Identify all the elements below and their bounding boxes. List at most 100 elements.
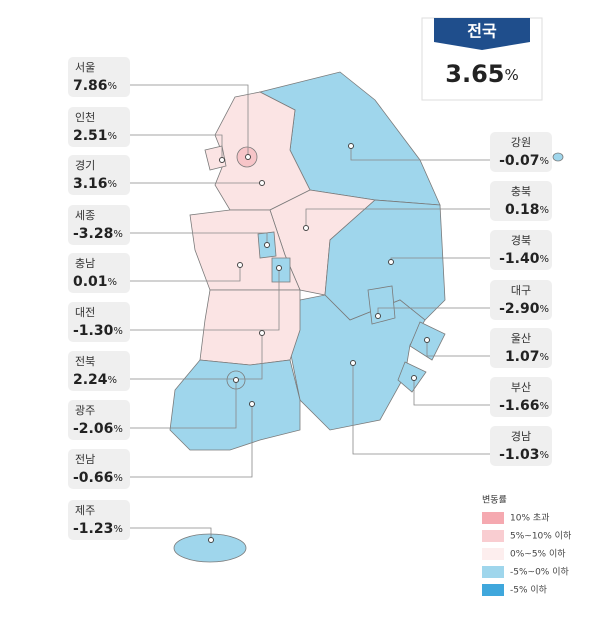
region-name: 충북 — [511, 185, 531, 198]
region-value: -1.66% — [499, 398, 549, 414]
legend-swatch — [482, 566, 504, 578]
region-label: 경북 -1.40% — [490, 230, 552, 270]
region-dot — [375, 313, 381, 319]
region-name: 대구 — [511, 284, 531, 297]
label-box — [68, 155, 130, 195]
label-box — [68, 400, 130, 440]
region-value: -1.03% — [499, 447, 549, 463]
region-number: -1.40 — [499, 251, 540, 267]
region-label: 강원 -0.07% — [490, 132, 552, 172]
region-dot — [411, 375, 417, 381]
region-unit: % — [113, 326, 123, 337]
region-label: 인천 2.51% — [68, 107, 130, 147]
region-dot — [348, 143, 354, 149]
region-ulleung — [552, 152, 564, 162]
region-unit: % — [113, 473, 123, 484]
region-value: -1.30% — [73, 323, 123, 339]
region-unit: % — [108, 179, 118, 190]
region-label: 광주 -2.06% — [68, 400, 130, 440]
leader-line — [426, 340, 490, 357]
national-header — [434, 18, 530, 50]
region-unit: % — [108, 375, 118, 386]
national-number: 3.65 — [445, 60, 504, 88]
region-gyeongnam — [289, 294, 426, 431]
leader-line — [413, 378, 490, 406]
label-box — [68, 57, 130, 97]
region-unit: % — [113, 424, 123, 435]
legend-label: 0%~5% 이하 — [510, 549, 566, 560]
region-dot — [259, 180, 265, 186]
label-box — [490, 230, 552, 270]
region-number: -3.28 — [73, 226, 113, 242]
legend-swatch — [482, 548, 504, 560]
region-dot — [276, 265, 282, 271]
label-box — [490, 280, 552, 320]
region-number: -0.66 — [73, 470, 113, 486]
region-name: 세종 — [75, 209, 95, 222]
label-box — [68, 302, 130, 342]
region-label: 세종 -3.28% — [68, 205, 130, 245]
region-labels: 서울 7.86% 인천 2.51% 경기 3.16% 세종 -3.28% 충남 0.01% 대전 -1… — [68, 57, 552, 540]
leader-line — [130, 84, 249, 157]
region-value: -1.40% — [499, 251, 549, 267]
region-label: 부산 -1.66% — [490, 377, 552, 417]
region-number: -2.06 — [73, 421, 113, 437]
region-number: -1.66 — [499, 398, 539, 414]
region-number: 2.51 — [73, 128, 108, 144]
region-unit: % — [539, 254, 549, 265]
legend-label: -5% 이하 — [510, 585, 548, 596]
region-dot — [233, 377, 239, 383]
region-number: 3.16 — [73, 176, 108, 192]
leader-line — [130, 404, 253, 478]
label-box — [68, 205, 130, 245]
region-label: 전북 2.24% — [68, 351, 130, 391]
region-name: 전남 — [75, 453, 95, 466]
region-value: -0.66% — [73, 470, 123, 486]
region-unit: % — [108, 131, 118, 142]
legend-label: -5%~0% 이하 — [510, 567, 569, 578]
region-dot — [259, 330, 265, 336]
region-unit: % — [113, 524, 123, 535]
national-unit: % — [504, 66, 518, 84]
leader-line — [130, 134, 223, 160]
region-label: 충남 0.01% — [68, 253, 130, 293]
legend-label: 5%~10% 이하 — [510, 531, 572, 542]
region-unit: % — [539, 205, 549, 216]
leader-line — [352, 363, 490, 455]
region-unit: % — [539, 304, 549, 315]
leader-line — [130, 268, 280, 331]
region-number: 0.01 — [73, 274, 108, 290]
region-label: 울산 1.07% — [490, 328, 552, 368]
national-value: 3.65% — [445, 60, 518, 88]
region-label: 제주 -1.23% — [68, 500, 130, 540]
leader-line — [130, 333, 263, 380]
label-box — [490, 328, 552, 368]
leader-lines — [130, 84, 490, 543]
leader-line — [130, 527, 212, 540]
region-value: 1.07% — [505, 349, 549, 365]
map — [169, 71, 564, 563]
region-label: 전남 -0.66% — [68, 449, 130, 489]
region-label: 충북 0.18% — [490, 181, 552, 221]
region-name: 경북 — [511, 234, 531, 247]
region-number: -1.30 — [73, 323, 114, 339]
region-number: -1.23 — [73, 521, 113, 537]
region-value: 3.16% — [73, 176, 117, 192]
legend-swatch — [482, 584, 504, 596]
region-incheon — [204, 145, 227, 171]
legend: 변동률 10% 초과 5%~10% 이하 0%~5% 이하 -5%~0% 이하 -5% … — [482, 495, 572, 596]
region-unit: % — [539, 352, 549, 363]
region-unit: % — [539, 401, 549, 412]
label-box — [490, 426, 552, 466]
region-number: 2.24 — [73, 372, 108, 388]
region-number: 0.18 — [505, 202, 540, 218]
label-box — [490, 132, 552, 172]
legend-title: 변동률 — [482, 495, 507, 506]
region-value: 2.51% — [73, 128, 117, 144]
legend-swatch — [482, 512, 504, 524]
region-name: 광주 — [75, 404, 95, 417]
region-name: 강원 — [511, 136, 531, 149]
region-jeonbuk — [199, 289, 301, 366]
region-number: 7.86 — [73, 78, 108, 94]
